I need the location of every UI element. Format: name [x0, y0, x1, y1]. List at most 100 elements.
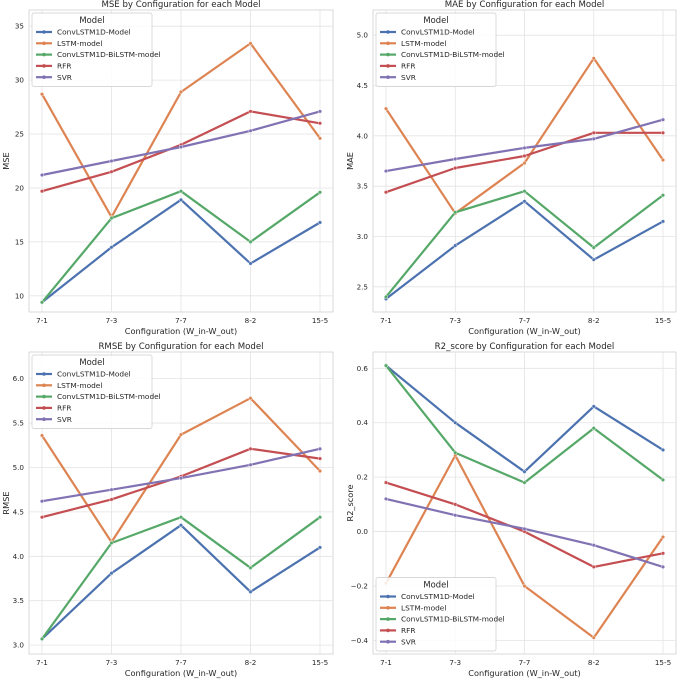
- data-point-rfr: [40, 515, 45, 520]
- y-axis-label: R2_score: [345, 485, 355, 522]
- mae-panel: 7-1 7-3 7-7 8-2 15-5 2.5 3.0 3.5 4.0 4.5 5.0 MAE by…: [345, 0, 677, 336]
- x-tick-label: 7-1: [380, 316, 392, 325]
- x-tick-label: 7-3: [449, 658, 461, 667]
- legend-label: ConvLSTM1D-BiLSTM-model: [57, 50, 161, 59]
- data-point-convlstm1d-model: [661, 219, 666, 224]
- legend-label: LSTM-model: [401, 603, 446, 612]
- data-point-lstm-model: [591, 635, 596, 640]
- legend-marker: [42, 417, 46, 422]
- legend-label: RFR: [57, 62, 72, 71]
- legend-label: ConvLSTM1D-BiLSTM-model: [401, 615, 505, 624]
- legend-label: RFR: [401, 626, 416, 635]
- x-tick-label: 7-3: [106, 316, 118, 325]
- data-point-lstm-model: [248, 41, 253, 46]
- data-point-lstm-model: [522, 583, 527, 588]
- y-tick-label: −0.4: [351, 636, 369, 645]
- x-tick-label: 8-2: [245, 316, 257, 325]
- data-point-rfr: [591, 564, 596, 569]
- data-point-rfr: [248, 446, 253, 451]
- data-point-convlstm1d-model: [591, 404, 596, 409]
- legend-label: ConvLSTM1D-Model: [401, 592, 475, 601]
- legend: Model ConvLSTM1D-Model LSTM-model ConvLSTM1…: [375, 577, 505, 652]
- data-point-rfr: [661, 551, 666, 556]
- data-point-convlstm1d-bilstm-model: [661, 193, 666, 198]
- legend-label: ConvLSTM1D-Model: [57, 28, 131, 37]
- data-point-svr: [248, 128, 253, 133]
- x-axis-label: Configuration (W_in-W_out): [125, 668, 237, 678]
- y-tick-label: 4.5: [13, 507, 24, 516]
- y-tick-label: 6.0: [13, 374, 25, 383]
- data-point-rfr: [522, 153, 527, 158]
- legend-title: Model: [423, 15, 448, 25]
- legend-marker: [42, 41, 46, 46]
- y-tick-label: 0.2: [357, 473, 368, 482]
- legend-marker: [42, 30, 46, 34]
- chart-title: MSE by Configuration for each Model: [101, 0, 260, 10]
- y-tick-label: 5.5: [13, 419, 24, 428]
- y-tick-label: 3.0: [357, 232, 369, 241]
- legend-marker: [42, 372, 46, 376]
- data-point-svr: [453, 513, 458, 518]
- x-tick-label: 7-3: [106, 658, 118, 667]
- legend-marker: [386, 617, 390, 621]
- chart-title: R2_score by Configuration for each Model: [435, 342, 615, 352]
- legend-label: ConvLSTM1D-BiLSTM-model: [57, 392, 161, 401]
- data-point-lstm-model: [591, 56, 596, 61]
- x-tick-label: 7-7: [175, 658, 187, 667]
- data-point-convlstm1d-bilstm-model: [522, 480, 527, 485]
- data-point-lstm-model: [248, 396, 253, 401]
- data-point-svr: [522, 526, 527, 531]
- x-tick-label: 8-2: [588, 316, 600, 325]
- data-point-svr: [591, 136, 596, 141]
- data-point-convlstm1d-bilstm-model: [453, 210, 458, 215]
- y-tick-label: 0.6: [357, 364, 369, 373]
- legend-label: RFR: [57, 404, 72, 413]
- legend-marker: [42, 406, 46, 410]
- legend-label: SVR: [401, 637, 416, 646]
- legend-box: [375, 12, 497, 87]
- legend-marker: [386, 64, 390, 68]
- data-point-svr: [318, 446, 323, 451]
- data-point-convlstm1d-bilstm-model: [591, 426, 596, 431]
- data-point-convlstm1d-model: [453, 243, 458, 248]
- legend: Model ConvLSTM1D-Model LSTM-model ConvLSTM1…: [31, 354, 161, 429]
- data-point-lstm-model: [661, 157, 666, 162]
- data-point-convlstm1d-bilstm-model: [178, 515, 183, 520]
- data-point-convlstm1d-model: [522, 199, 527, 204]
- data-point-rfr: [248, 109, 253, 114]
- legend-label: ConvLSTM1D-Model: [401, 28, 475, 37]
- x-tick-label: 15-5: [312, 658, 328, 667]
- y-tick-label: 3.5: [357, 182, 368, 191]
- x-tick-label: 7-1: [36, 316, 48, 325]
- data-point-svr: [591, 543, 596, 548]
- data-point-convlstm1d-model: [522, 469, 527, 474]
- x-axis-label: Configuration (W_in-W_out): [125, 326, 237, 336]
- legend-label: SVR: [401, 73, 416, 82]
- y-tick-label: 20: [15, 183, 25, 192]
- data-point-svr: [109, 158, 114, 163]
- data-point-svr: [453, 156, 458, 161]
- data-point-convlstm1d-bilstm-model: [109, 216, 114, 221]
- x-tick-label: 8-2: [588, 658, 600, 667]
- mse-panel: 7-1 7-3 7-7 8-2 15-5 10 15 20 25 30 35 MSE by Confi…: [1, 0, 334, 336]
- data-point-lstm-model: [384, 106, 389, 111]
- data-point-svr: [178, 144, 183, 149]
- data-point-convlstm1d-model: [661, 447, 666, 452]
- data-point-convlstm1d-bilstm-model: [591, 245, 596, 250]
- y-tick-label: 5.0: [357, 31, 369, 40]
- legend-label: LSTM-model: [401, 39, 446, 48]
- data-point-convlstm1d-bilstm-model: [318, 515, 323, 520]
- data-point-rfr: [40, 189, 45, 194]
- data-point-svr: [178, 476, 183, 481]
- y-tick-label: −0.2: [351, 581, 368, 590]
- data-point-convlstm1d-bilstm-model: [522, 189, 527, 194]
- legend: Model ConvLSTM1D-Model LSTM-model ConvLSTM1…: [375, 12, 505, 87]
- legend-marker: [386, 628, 390, 633]
- legend-label: SVR: [57, 73, 72, 82]
- r2-score-panel: 7-1 7-3 7-7 8-2 15-5 −0.4 −0.2 0.0 0.2 0.4 0.6 R2_s…: [345, 342, 677, 678]
- data-point-rfr: [661, 130, 666, 135]
- x-axis-label: Configuration (W_in-W_out): [468, 668, 580, 678]
- x-tick-label: 15-5: [655, 316, 671, 325]
- data-point-convlstm1d-model: [248, 261, 253, 266]
- legend-marker: [42, 383, 46, 388]
